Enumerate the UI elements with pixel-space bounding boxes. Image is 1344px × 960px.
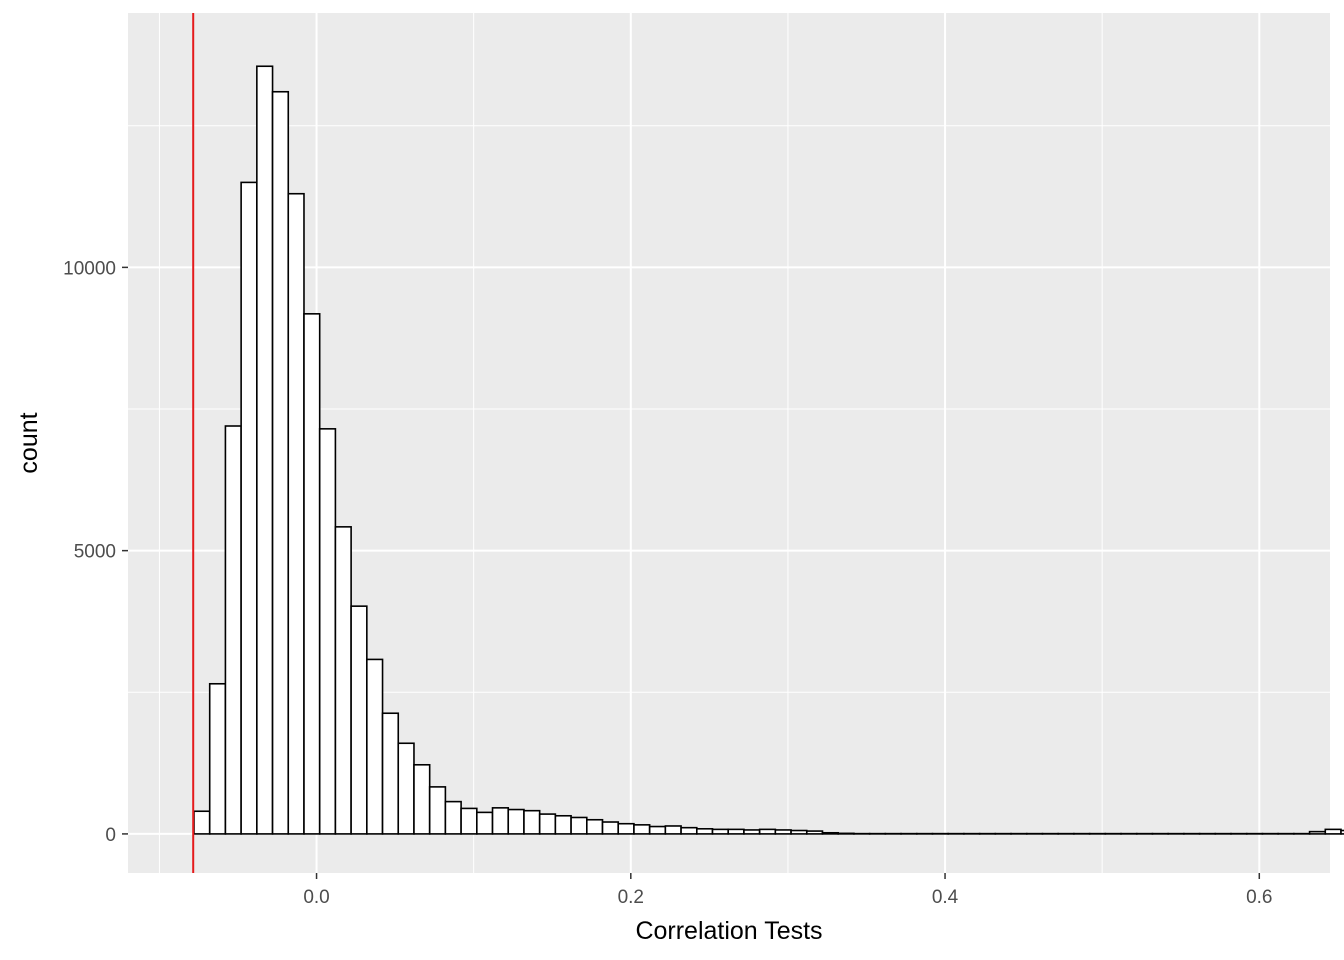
x-tick-label: 0.4: [932, 887, 959, 908]
histogram-bar: [805, 830, 824, 835]
histogram-bar: [743, 829, 761, 835]
histogram-bar: [758, 828, 777, 835]
histogram-bar: [695, 828, 714, 835]
histogram-bar: [1308, 830, 1327, 835]
y-tick-label: 5000: [74, 542, 116, 563]
y-tick-label: 0: [105, 825, 116, 846]
histogram-bar: [570, 816, 588, 835]
histogram-bar: [1324, 828, 1342, 835]
histogram-bar: [774, 829, 792, 835]
histogram-bar: [334, 526, 352, 835]
x-axis-title: Correlation Tests: [635, 917, 822, 945]
histogram-bar: [240, 181, 258, 835]
histogram-bar: [208, 682, 227, 835]
histogram-bars: [193, 65, 1344, 835]
histogram-bar: [287, 192, 305, 835]
histogram-bar: [680, 826, 698, 835]
histogram-bar: [444, 800, 462, 835]
histogram-bar: [256, 65, 274, 835]
x-axis-ticks: 0.0 0.2 0.4 0.6: [303, 873, 1273, 908]
histogram-bar: [193, 810, 211, 835]
x-tick-label: 0.0: [303, 887, 329, 908]
histogram-bar: [633, 824, 651, 835]
histogram-bar: [271, 90, 290, 835]
histogram-bar: [381, 712, 400, 835]
histogram-bar: [727, 828, 745, 835]
histogram-bar: [586, 818, 604, 835]
histogram-bar: [790, 829, 808, 835]
y-axis-title: count: [15, 412, 43, 473]
histogram-bar: [837, 832, 855, 835]
histogram-bar: [554, 814, 572, 835]
histogram-bar: [601, 821, 620, 835]
histogram-bar: [1340, 829, 1344, 835]
histogram-bar: [397, 742, 415, 835]
histogram-bar: [648, 825, 667, 835]
histogram-bar: [664, 825, 682, 835]
histogram-bar: [350, 605, 368, 835]
histogram-bar: [303, 313, 321, 835]
histogram-bar: [507, 808, 525, 835]
histogram-bar: [224, 425, 242, 835]
histogram-bar: [476, 811, 494, 835]
histogram-bar: [711, 828, 730, 835]
histogram-bar: [523, 809, 541, 835]
y-tick-label: 10000: [63, 258, 116, 279]
histogram-bar: [366, 658, 384, 835]
x-tick-label: 0.2: [618, 887, 644, 908]
histogram-bar: [318, 428, 337, 835]
histogram-bar: [617, 822, 635, 835]
histogram-bar: [428, 786, 447, 835]
histogram-bar: [538, 813, 557, 835]
grid-minor: [128, 13, 1330, 873]
histogram-bar: [821, 831, 840, 835]
histogram-bar: [413, 763, 431, 835]
y-axis-ticks: 0 5000 10000: [63, 258, 128, 846]
x-tick-label: 0.6: [1246, 887, 1272, 908]
histogram-bar: [460, 807, 478, 835]
histogram-bar: [491, 807, 510, 835]
